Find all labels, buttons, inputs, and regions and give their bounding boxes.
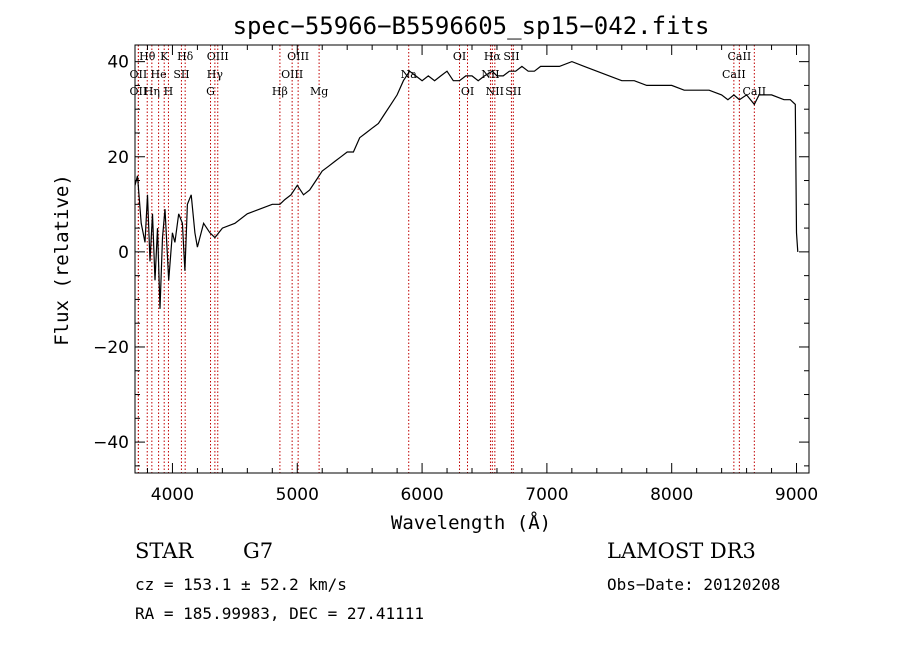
marker-label-caii-c: CaII: [742, 85, 766, 98]
marker-label-he: He: [151, 68, 167, 81]
x-axis: 4000 5000 6000 7000 8000 9000: [146, 45, 818, 505]
marker-label-oiii-a: OIII: [207, 50, 229, 63]
x-tick-label: 7000: [525, 485, 568, 505]
marker-label-oii-b: OII: [130, 68, 148, 81]
marker-label-oiii-b: OIII: [281, 68, 303, 81]
x-tick-label: 5000: [276, 485, 319, 505]
plot-frame: [134, 44, 810, 474]
marker-label-g: G: [206, 85, 215, 98]
x-tick-label: 8000: [650, 485, 693, 505]
marker-label-nii-b: NII: [486, 85, 504, 98]
y-tick-label: 20: [107, 148, 129, 168]
marker-label-caii-b: CaII: [728, 50, 752, 63]
marker-label-hδ: Hδ: [177, 50, 194, 63]
y-axis: −40 −20 0 20 40: [93, 53, 809, 467]
y-tick-label: −40: [93, 433, 129, 453]
x-tick-label: 4000: [151, 485, 194, 505]
marker-label-oi-a: OI: [453, 50, 466, 63]
survey-name: LAMOST DR3: [607, 539, 756, 563]
marker-label-h: H: [164, 85, 174, 98]
marker-label-k: K: [160, 50, 169, 63]
marker-label-hγ: Hγ: [207, 68, 224, 81]
y-tick-label: 0: [118, 243, 129, 263]
chart-title: spec−55966−B5596605_sp15−042.fits: [233, 12, 710, 40]
object-class: STAR: [135, 539, 194, 563]
y-tick-label: 40: [107, 53, 129, 73]
marker-label-caii-a: CaII: [722, 68, 746, 81]
x-tick-label: 9000: [775, 485, 818, 505]
marker-label-sii-a: SII: [173, 68, 189, 81]
marker-label-oi-b: OI: [461, 85, 474, 98]
spectral-line-markers: [137, 45, 755, 473]
coordinates: RA = 185.99983, DEC = 27.41111: [135, 604, 424, 623]
x-tick-label: 6000: [400, 485, 443, 505]
marker-label-hβ: Hβ: [272, 85, 288, 98]
marker-label-sii-b: SII: [503, 50, 519, 63]
marker-label-hα: Hα: [484, 50, 502, 63]
marker-label-mg: Mg: [310, 85, 328, 98]
marker-label-oiii-c: OIII: [287, 50, 309, 63]
marker-label-hη: Hη: [144, 85, 160, 98]
marker-label-oii: OII: [130, 85, 148, 98]
marker-label-sii-c: SII: [505, 85, 521, 98]
y-axis-label: Flux (relative): [51, 174, 73, 346]
object-subclass: G7: [243, 539, 274, 563]
marker-label-hθ: Hθ: [139, 50, 156, 63]
x-axis-label: Wavelength (Å): [391, 511, 551, 534]
marker-label-nii-a: NII: [481, 68, 499, 81]
spectrum-line: [134, 60, 799, 309]
y-tick-label: −20: [93, 338, 129, 358]
observation-date: Obs−Date: 20120208: [607, 575, 781, 594]
redshift-velocity: cz = 153.1 ± 52.2 km/s: [135, 575, 347, 594]
